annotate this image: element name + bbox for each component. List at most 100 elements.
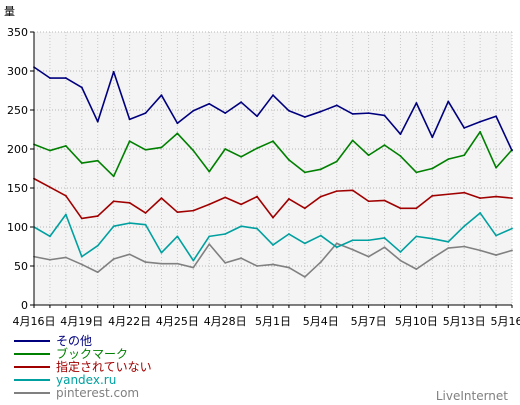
data-point <box>288 198 290 200</box>
x-tick-label: 5月13日 <box>443 315 486 328</box>
y-tick-label: 300 <box>7 65 28 78</box>
data-point <box>319 261 322 263</box>
data-point <box>128 222 131 225</box>
data-point <box>415 171 418 174</box>
data-point <box>288 233 290 235</box>
data-point <box>303 171 306 174</box>
data-point <box>431 167 434 170</box>
data-point <box>128 201 131 204</box>
legend-label: yandex.ru <box>56 373 116 387</box>
data-point <box>160 94 163 97</box>
data-point <box>49 235 51 238</box>
data-point <box>256 195 258 198</box>
data-point <box>112 258 115 260</box>
data-point <box>160 146 163 149</box>
data-point <box>176 235 179 238</box>
legend-label: pinterest.com <box>56 386 139 400</box>
data-point <box>64 256 67 259</box>
data-point <box>383 246 386 249</box>
x-tick-label: 4月25日 <box>156 315 199 328</box>
data-point <box>176 122 179 125</box>
data-point <box>192 149 195 152</box>
series-lines <box>33 66 513 278</box>
data-point <box>319 234 322 237</box>
data-point <box>176 132 179 135</box>
data-point <box>447 247 450 249</box>
data-point <box>96 215 99 217</box>
x-tick-label: 5月10日 <box>395 315 438 328</box>
x-tick-label: 4月28日 <box>204 315 247 328</box>
data-point <box>160 197 163 200</box>
data-point <box>399 155 402 157</box>
data-point <box>64 194 67 197</box>
data-point <box>272 263 274 266</box>
data-point <box>96 271 99 274</box>
data-point <box>367 154 370 157</box>
data-point <box>96 244 99 247</box>
data-point <box>335 104 338 107</box>
data-point <box>224 148 227 150</box>
data-point <box>144 148 147 151</box>
data-point <box>367 112 370 115</box>
grid-lines <box>34 31 513 305</box>
x-tick-label: 5月4日 <box>303 315 339 328</box>
data-point <box>303 276 306 278</box>
legend-label: その他 <box>56 334 92 348</box>
data-point <box>128 118 131 121</box>
data-point <box>112 200 115 203</box>
data-point <box>383 114 386 117</box>
data-point <box>192 259 195 262</box>
data-point <box>176 211 179 214</box>
data-point <box>319 168 322 171</box>
data-point <box>272 140 274 143</box>
data-point <box>272 216 274 219</box>
data-point <box>447 240 450 243</box>
data-point <box>49 258 51 261</box>
data-point <box>351 113 354 115</box>
data-point <box>463 225 466 228</box>
data-point <box>208 203 211 206</box>
data-point <box>112 70 115 73</box>
data-point <box>240 225 243 228</box>
data-point <box>256 147 258 150</box>
data-point <box>351 239 354 242</box>
data-point <box>208 235 211 238</box>
data-point <box>495 115 497 118</box>
data-point <box>80 217 83 220</box>
data-point <box>80 263 83 266</box>
data-point <box>144 261 147 263</box>
data-point <box>240 101 243 104</box>
data-point <box>399 251 402 253</box>
data-point <box>463 245 466 248</box>
data-point <box>256 265 258 267</box>
brand-label: LiveInternet <box>436 389 508 403</box>
data-point <box>463 154 466 157</box>
data-point <box>49 186 51 189</box>
data-point <box>479 130 482 133</box>
data-point <box>495 166 497 169</box>
data-point <box>176 262 179 265</box>
y-tick-label: 250 <box>7 104 28 117</box>
data-point <box>303 207 306 210</box>
data-point <box>463 127 466 129</box>
x-tick-label: 4月22日 <box>108 315 151 328</box>
data-point <box>272 244 274 246</box>
data-point <box>208 243 211 246</box>
data-point <box>383 144 386 147</box>
data-point <box>463 191 466 194</box>
data-point <box>431 257 434 260</box>
data-point <box>192 266 195 269</box>
y-tick-label: 200 <box>7 143 28 156</box>
data-point <box>240 155 243 158</box>
data-point <box>96 159 99 162</box>
data-point <box>49 149 51 152</box>
data-point <box>399 133 402 136</box>
data-point <box>319 195 322 198</box>
data-point <box>319 110 322 113</box>
x-tick-label: 5月1日 <box>255 315 291 328</box>
data-point <box>192 109 195 112</box>
data-point <box>511 227 513 230</box>
data-point <box>351 248 354 251</box>
data-point <box>160 262 163 265</box>
